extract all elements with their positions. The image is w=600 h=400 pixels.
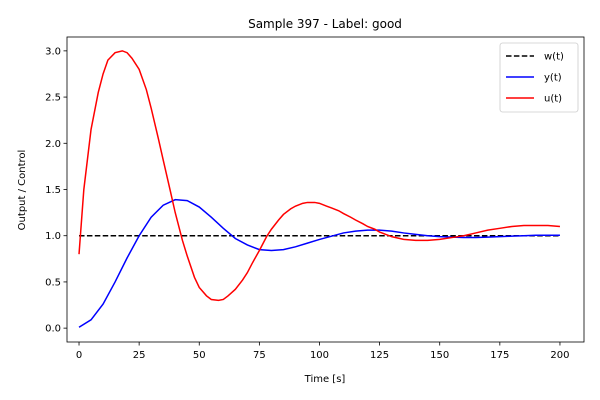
x-tick-label: 175 — [490, 350, 509, 361]
series-line-ut — [78, 50, 561, 302]
y-tick-label: 1.5 — [45, 185, 61, 196]
legend-label: u(t) — [544, 94, 562, 105]
x-tick-label: 50 — [193, 350, 206, 361]
x-tick-label: 125 — [370, 350, 389, 361]
legend-box — [499, 42, 579, 113]
y-tick-label: 0.0 — [45, 324, 61, 335]
x-axis-label: Time [s] — [304, 374, 346, 385]
plot-area — [78, 50, 561, 328]
legend-label: w(t) — [544, 52, 564, 63]
series-line-yt — [78, 198, 560, 328]
chart-title: Sample 397 - Label: good — [248, 17, 402, 31]
y-tick-label: 2.0 — [45, 139, 61, 150]
y-tick-label: 1.0 — [45, 231, 61, 242]
y-tick-label: 3.0 — [45, 46, 61, 57]
x-tick-label: 25 — [133, 350, 146, 361]
y-axis: 0.0 0.5 1.0 1.5 2.0 2.5 3.0 — [45, 46, 67, 335]
x-tick-label: 200 — [550, 350, 569, 361]
y-tick-label: 0.5 — [45, 277, 61, 288]
x-tick-label: 150 — [430, 350, 449, 361]
legend: w(t) y(t) u(t) — [499, 42, 579, 113]
y-tick-label: 2.5 — [45, 93, 61, 104]
x-tick-label: 0 — [76, 350, 82, 361]
legend-label: y(t) — [544, 73, 562, 84]
x-tick-label: 100 — [310, 350, 329, 361]
x-tick-label: 75 — [253, 350, 266, 361]
y-axis-label: Output / Control — [17, 150, 28, 231]
x-axis: 0 25 50 75 100 125 150 175 200 — [76, 342, 570, 361]
